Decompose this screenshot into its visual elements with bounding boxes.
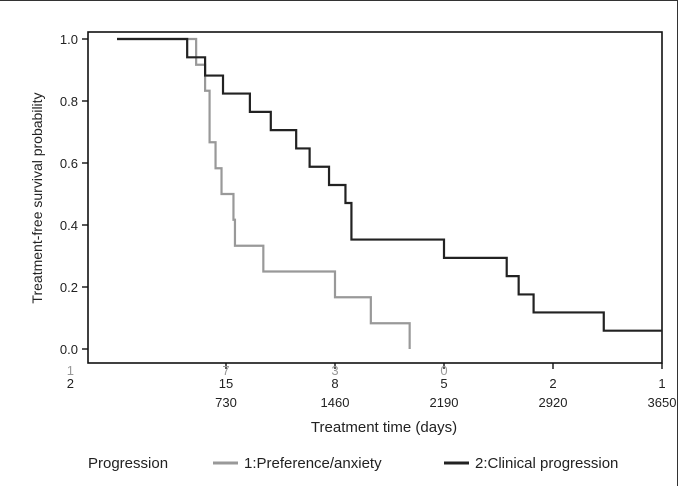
- figure-border-top: [0, 0, 678, 1]
- risk-count-1-1: 3: [331, 363, 338, 378]
- y-tick-label-3: 0.6: [60, 156, 78, 171]
- legend-label-preference: 1:Preference/anxiety: [244, 455, 382, 472]
- km-curve-preference-anxiety: [117, 37, 411, 349]
- y-axis-label: Treatment-free survival probability: [29, 92, 45, 303]
- y-tick-label-5: 1.0: [60, 32, 78, 47]
- y-tick-label-2: 0.4: [60, 218, 78, 233]
- y-tick-label-4: 0.8: [60, 94, 78, 109]
- risk-count-2-4: 1: [658, 376, 665, 391]
- risk-row-label-2: 2: [67, 376, 74, 391]
- y-tick-label-1: 0.2: [60, 280, 78, 295]
- x-tick-label-4: 3650: [648, 395, 677, 410]
- risk-count-2-3: 2: [549, 376, 556, 391]
- x-axis-label: Treatment time (days): [311, 419, 457, 436]
- km-curve-clinical-progression: [117, 37, 662, 332]
- risk-count-1-2: 0: [440, 363, 447, 378]
- risk-table: 1 7 3 02 15 8 5 2 1: [67, 363, 666, 391]
- y-axis: 0.0 0.2 0.4 0.6 0.8 1.0: [60, 32, 88, 357]
- series-group: [117, 37, 662, 349]
- legend-label-clinical: 2:Clinical progression: [475, 455, 618, 472]
- x-tick-label-2: 2190: [430, 395, 459, 410]
- x-tick-label-3: 2920: [539, 395, 568, 410]
- risk-count-2-1: 8: [331, 376, 338, 391]
- risk-row-label-1: 1: [67, 363, 74, 378]
- y-tick-label-0: 0.0: [60, 342, 78, 357]
- plot-area-frame: [87, 31, 663, 364]
- risk-count-1-0: 7: [222, 363, 229, 378]
- legend-title: Progression: [88, 455, 168, 472]
- risk-count-2-2: 5: [440, 376, 447, 391]
- x-axis: 730 1460 2190 2920 3650: [215, 363, 676, 410]
- risk-count-2-0: 15: [219, 376, 233, 391]
- legend: Progression 1:Preference/anxiety 2:Clini…: [88, 455, 618, 472]
- x-tick-label-1: 1460: [321, 395, 350, 410]
- x-tick-label-0: 730: [215, 395, 237, 410]
